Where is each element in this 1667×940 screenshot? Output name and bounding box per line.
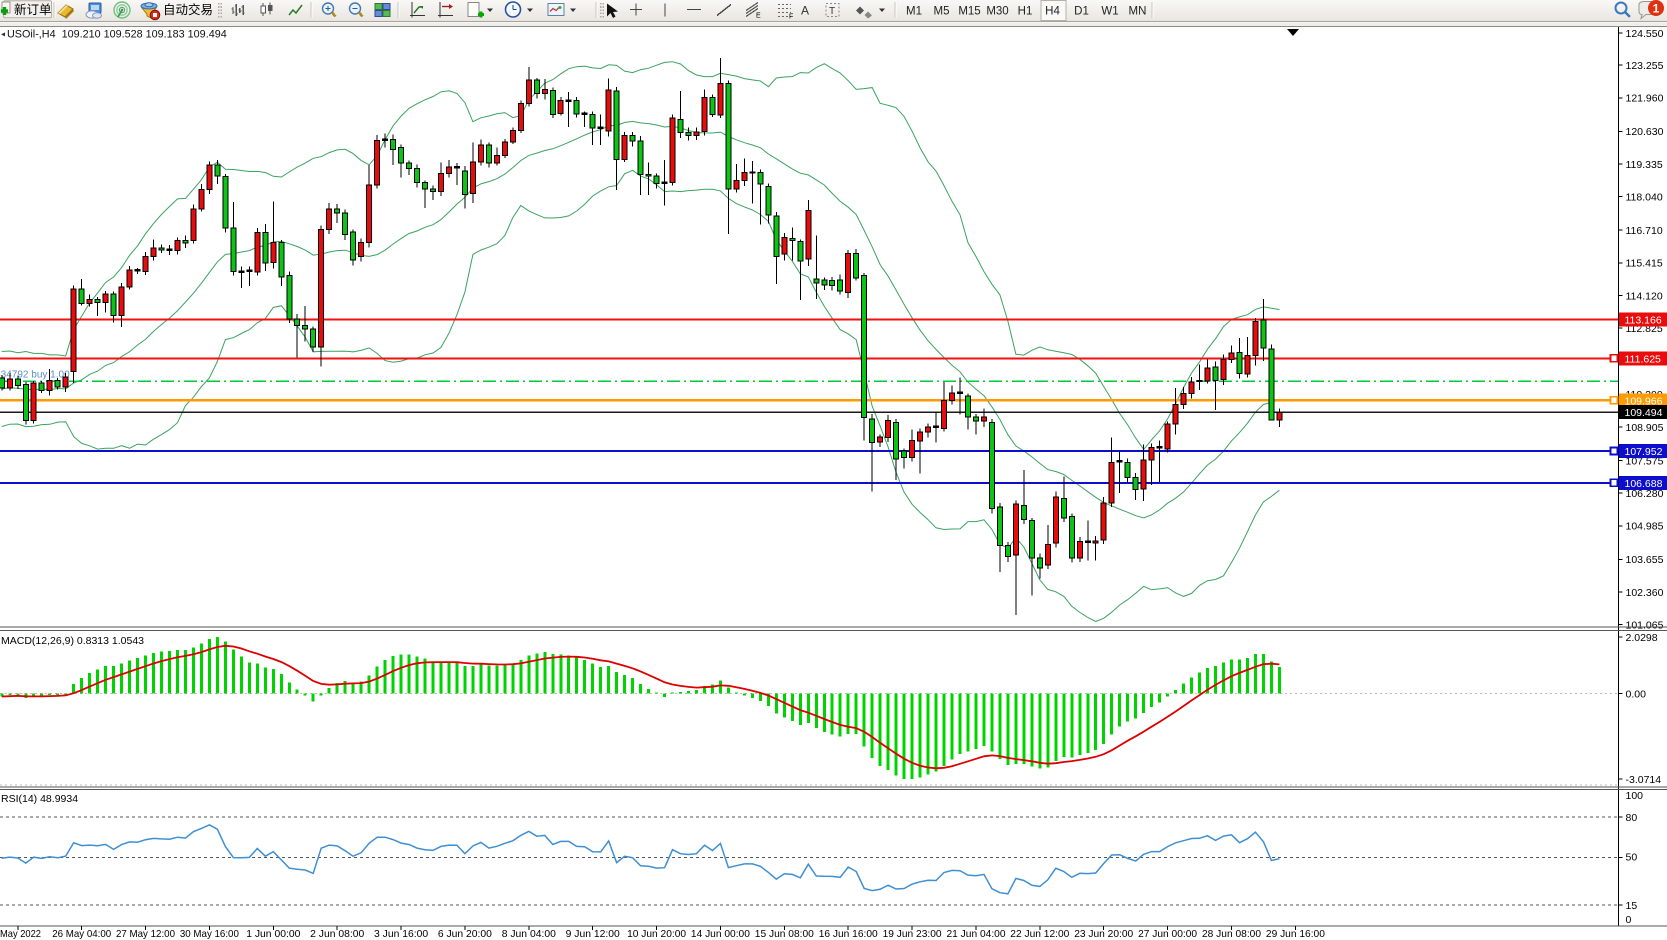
svg-text:16 Jun 16:00: 16 Jun 16:00 xyxy=(819,928,878,940)
svg-text:H1: H1 xyxy=(1018,6,1033,18)
svg-text:25 May 2022: 25 May 2022 xyxy=(0,928,41,940)
svg-text:M5: M5 xyxy=(934,6,950,18)
svg-text:W1: W1 xyxy=(1101,6,1118,18)
svg-text:USOil-,H4 109.210 109.528 109: USOil-,H4 109.210 109.528 109.183 109.49… xyxy=(7,29,227,41)
svg-text:103.655: 103.655 xyxy=(1626,554,1664,566)
svg-text:27 May 12:00: 27 May 12:00 xyxy=(116,928,175,940)
svg-text:10 Jun 20:00: 10 Jun 20:00 xyxy=(627,928,686,940)
svg-text:26 May 04:00: 26 May 04:00 xyxy=(52,928,111,940)
svg-text:M15: M15 xyxy=(958,6,980,18)
svg-text:27 Jun 00:00: 27 Jun 00:00 xyxy=(1138,928,1197,940)
svg-text:100: 100 xyxy=(1626,790,1644,802)
svg-text:0.00: 0.00 xyxy=(1626,688,1647,700)
svg-text:102.360: 102.360 xyxy=(1626,587,1664,599)
svg-text:H4: H4 xyxy=(1045,6,1060,18)
svg-text:119.335: 119.335 xyxy=(1626,159,1663,171)
svg-text:9 Jun 12:00: 9 Jun 12:00 xyxy=(566,928,620,940)
svg-text:109.494: 109.494 xyxy=(1625,407,1663,419)
svg-text:M1: M1 xyxy=(906,6,922,18)
svg-text:自动交易: 自动交易 xyxy=(163,2,213,17)
svg-text:109.966: 109.966 xyxy=(1625,395,1663,407)
svg-text:新订单: 新订单 xyxy=(14,2,52,17)
svg-text:115.415: 115.415 xyxy=(1626,258,1663,270)
svg-text:#1634792 buy 1.00: #1634792 buy 1.00 xyxy=(0,370,70,381)
svg-text:116.710: 116.710 xyxy=(1626,225,1663,237)
svg-text:19 Jun 23:00: 19 Jun 23:00 xyxy=(883,928,942,940)
svg-text:121.960: 121.960 xyxy=(1626,93,1664,105)
svg-text:A: A xyxy=(801,4,809,18)
svg-text:124.550: 124.550 xyxy=(1626,28,1664,40)
svg-text:1: 1 xyxy=(1653,2,1660,16)
svg-text:E: E xyxy=(756,13,761,20)
svg-text:106.280: 106.280 xyxy=(1626,488,1664,500)
svg-text:111.625: 111.625 xyxy=(1625,353,1662,365)
svg-text:MN: MN xyxy=(1129,6,1147,18)
svg-text:50: 50 xyxy=(1626,852,1638,864)
svg-text:0: 0 xyxy=(1626,914,1632,926)
svg-text:104.985: 104.985 xyxy=(1626,521,1664,533)
svg-text:6 Jun 20:00: 6 Jun 20:00 xyxy=(438,928,492,940)
svg-text:14 Jun 00:00: 14 Jun 00:00 xyxy=(691,928,750,940)
svg-text:3 Jun 16:00: 3 Jun 16:00 xyxy=(374,928,428,940)
svg-text:118.040: 118.040 xyxy=(1626,192,1663,204)
svg-text:107.952: 107.952 xyxy=(1625,446,1663,458)
svg-text:30 May 16:00: 30 May 16:00 xyxy=(180,928,239,940)
svg-text:22 Jun 12:00: 22 Jun 12:00 xyxy=(1010,928,1069,940)
svg-text:2 Jun 08:00: 2 Jun 08:00 xyxy=(310,928,364,940)
svg-text:28 Jun 08:00: 28 Jun 08:00 xyxy=(1202,928,1261,940)
svg-text:D1: D1 xyxy=(1074,6,1089,18)
svg-text:MACD(12,26,9) 0.8313 1.0543: MACD(12,26,9) 0.8313 1.0543 xyxy=(1,635,144,647)
svg-text:106.688: 106.688 xyxy=(1625,478,1663,490)
svg-text:RSI(14) 48.9934: RSI(14) 48.9934 xyxy=(1,793,78,805)
svg-text:114.120: 114.120 xyxy=(1626,290,1663,302)
svg-text:123.255: 123.255 xyxy=(1626,60,1664,72)
svg-text:108.905: 108.905 xyxy=(1626,422,1664,434)
svg-text:15 Jun 08:00: 15 Jun 08:00 xyxy=(755,928,814,940)
svg-text:2.0298: 2.0298 xyxy=(1626,632,1658,644)
svg-text:1 Jun 00:00: 1 Jun 00:00 xyxy=(246,928,300,940)
svg-text:F: F xyxy=(789,14,793,21)
svg-text:120.630: 120.630 xyxy=(1626,126,1664,138)
svg-text:21 Jun 04:00: 21 Jun 04:00 xyxy=(947,928,1006,940)
svg-text:T: T xyxy=(829,6,835,17)
svg-text:29 Jun 16:00: 29 Jun 16:00 xyxy=(1266,928,1325,940)
svg-text:8 Jun 04:00: 8 Jun 04:00 xyxy=(502,928,556,940)
svg-text:80: 80 xyxy=(1626,812,1638,824)
svg-text:-3.0714: -3.0714 xyxy=(1626,774,1662,786)
svg-text:15: 15 xyxy=(1626,900,1638,912)
svg-text:23 Jun 20:00: 23 Jun 20:00 xyxy=(1074,928,1133,940)
svg-text:101.065: 101.065 xyxy=(1626,620,1664,632)
svg-text:107.575: 107.575 xyxy=(1626,455,1664,467)
svg-text:M30: M30 xyxy=(986,6,1008,18)
svg-text:113.166: 113.166 xyxy=(1625,315,1662,327)
svg-text:◂: ◂ xyxy=(1,30,5,39)
